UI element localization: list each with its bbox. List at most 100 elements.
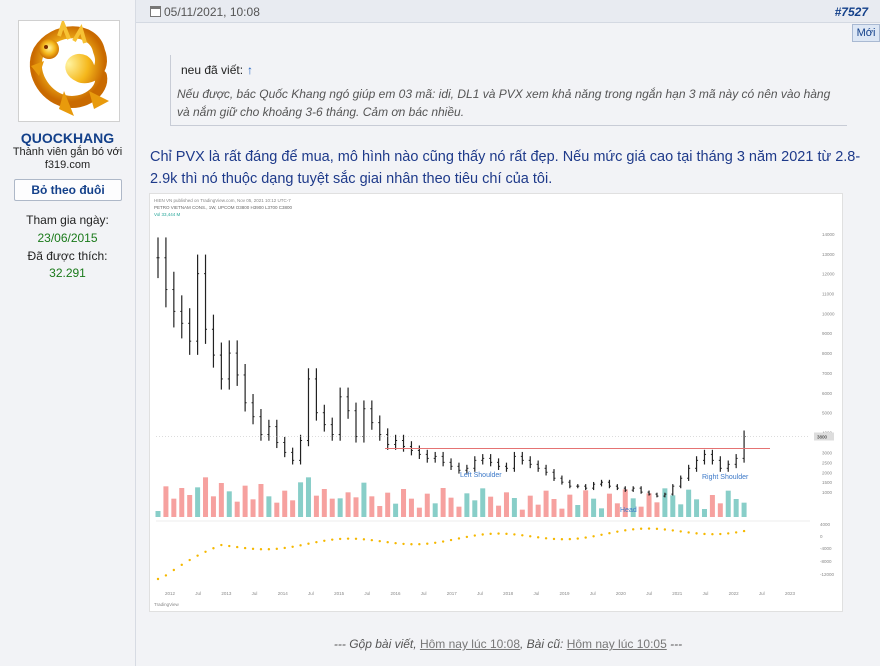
indicator-dot [624, 529, 627, 532]
volume-bar [646, 493, 652, 517]
indicator-dot [703, 532, 706, 536]
indicator-dot [734, 531, 738, 534]
indicator-dot [536, 536, 540, 539]
x-tick-label: Jul [308, 591, 314, 596]
y-tick-label: 2500 [822, 460, 833, 465]
merge-time-link-2[interactable]: Hôm nay lúc 10:05 [566, 637, 667, 651]
x-tick-label: 2019 [560, 591, 571, 596]
user-title-line2: f319.com [44, 159, 91, 171]
indicator-dot [632, 528, 635, 531]
indicator-dot [354, 537, 358, 540]
indicator-dot [687, 531, 690, 534]
volume-bar [686, 489, 692, 517]
y-tick-label: 13000 [822, 252, 835, 257]
indicator-dot [378, 539, 381, 543]
volume-bar [511, 498, 517, 517]
indicator-dot [331, 538, 334, 541]
user-title-line1: Thành viên gắn bó với [12, 146, 123, 158]
post-body: Chỉ PVX là rất đáng để mua, mô hình nào … [150, 149, 861, 187]
indicator-dot [465, 535, 469, 539]
username[interactable]: QUOCKHANG [20, 130, 115, 146]
y-tick-label: 9000 [822, 331, 833, 336]
volume-bar [369, 496, 375, 517]
merge-prefix: --- Gộp bài viết, [333, 637, 417, 651]
volume-bar [527, 495, 533, 517]
volume-bar [559, 508, 565, 517]
volume-bar [709, 495, 715, 517]
volume-bar [203, 477, 209, 517]
indicator-dot [283, 546, 286, 550]
volume-bar [464, 493, 470, 517]
y-tick-label: 12000 [822, 272, 835, 277]
dragon-avatar-image [19, 21, 119, 121]
indicator-dot [338, 537, 342, 541]
y-tick-label: 1500 [822, 480, 833, 485]
indicator-dot [315, 540, 318, 544]
indicator-dot [386, 541, 389, 544]
x-tick-label: Jul [252, 591, 258, 596]
volume-bar [337, 498, 343, 517]
volume-bar [575, 505, 581, 517]
x-tick-label: 2013 [221, 591, 232, 596]
indicator-dot [434, 541, 437, 544]
x-tick-label: 2017 [447, 591, 458, 596]
volume-bar [614, 503, 620, 517]
indicator-dot [196, 554, 199, 557]
volume-bar [401, 489, 407, 517]
avatar[interactable] [18, 20, 120, 122]
volume-bar [432, 503, 438, 517]
volume-bar [321, 489, 327, 517]
y-tick-label: 7000 [822, 371, 833, 376]
indicator-dot [259, 548, 263, 551]
unfollow-button[interactable]: Bỏ theo đuôi [14, 179, 122, 201]
user-title: Thành viên gắn bó với f319.com [0, 146, 135, 172]
post-number-link[interactable]: #7527 [834, 5, 868, 19]
volume-bar [298, 482, 304, 517]
quote-text: Nếu được, bác Quốc Khang ngó giúp em 03 … [177, 87, 831, 119]
volume-bar [488, 496, 494, 517]
indicator-dot [719, 532, 722, 536]
indicator-dot [394, 541, 397, 545]
x-tick-label: 2020 [616, 591, 627, 596]
post-header: 05/11/2021, 10:08 #7527 [136, 0, 880, 23]
x-tick-label: Jul [590, 591, 596, 596]
volume-bar [424, 493, 430, 517]
volume-bar [226, 491, 232, 517]
indicator-dot [663, 528, 667, 531]
indicator-dot [441, 540, 445, 543]
chart-volume-label: Vol 33,444 M [154, 212, 181, 217]
indicator-dot [164, 574, 168, 577]
indicator-dot [457, 537, 461, 540]
volume-bar [290, 500, 296, 517]
indicator-dot [307, 542, 310, 545]
quote-author: neu đã viết: [181, 63, 244, 77]
volume-bar [250, 499, 256, 517]
x-tick-label: Jul [421, 591, 427, 596]
indicator-dot [552, 537, 556, 541]
merge-time-link-1[interactable]: Hôm nay lúc 10:08 [419, 637, 520, 651]
likes-value: 32.291 [49, 266, 86, 280]
x-tick-label: Jul [703, 591, 709, 596]
y-tick-label: 14000 [822, 232, 835, 237]
indicator-dot [711, 533, 714, 536]
indicator-dot [544, 537, 548, 540]
indicator-dot [513, 533, 516, 536]
volume-bar [472, 500, 478, 517]
indicator-dot [220, 543, 223, 547]
indicator-dot [212, 547, 215, 550]
indicator-dot [560, 538, 564, 541]
indicator-dot [299, 544, 302, 547]
indicator-dot [236, 545, 239, 549]
indicator-dot [608, 532, 611, 535]
indicator-dot [521, 534, 524, 537]
indicator-dot [600, 533, 603, 536]
indicator-dot [727, 532, 730, 535]
chart-image[interactable]: HIEN VN published on TradingView.com, No… [149, 193, 843, 612]
indicator-dot [323, 539, 326, 542]
x-tick-label: Jul [759, 591, 765, 596]
quote-jump-arrow[interactable]: ↑ [247, 63, 254, 77]
x-tick-label: 2018 [503, 591, 514, 596]
volume-bar [599, 508, 605, 517]
x-tick-label: 2015 [334, 591, 345, 596]
indicator-dot [568, 537, 572, 541]
